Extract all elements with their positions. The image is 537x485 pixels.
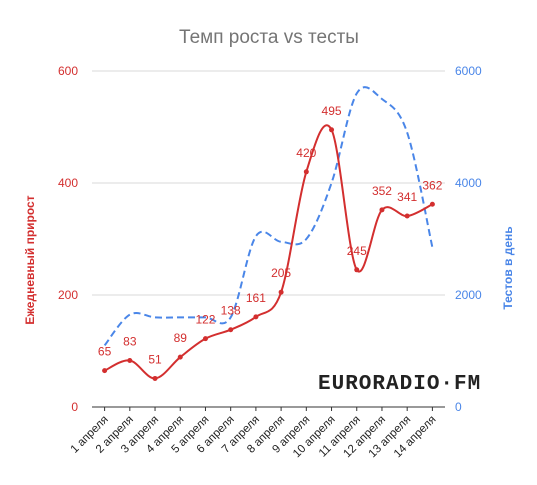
y-right-tick-label: 6000 — [455, 64, 482, 78]
data-label: 245 — [347, 244, 367, 258]
data-label: 89 — [174, 331, 188, 345]
y-axis-left-label: Ежедневный прирост — [23, 195, 37, 324]
y-right-tick-label: 0 — [455, 400, 462, 414]
growth-point — [329, 127, 335, 133]
data-labels: 65 83 51 89 122 138 161 205 420 495 245 352 341 362 — [98, 104, 443, 367]
data-label: 51 — [148, 352, 162, 366]
data-label: 122 — [195, 313, 215, 327]
data-label: 138 — [221, 304, 241, 318]
data-label: 83 — [123, 335, 137, 349]
growth-point — [404, 213, 410, 219]
data-label: 341 — [397, 190, 417, 204]
data-label: 352 — [372, 184, 392, 198]
data-label: 161 — [246, 291, 266, 305]
y-left-tick-label: 0 — [71, 400, 78, 414]
growth-point — [152, 375, 158, 381]
data-label: 420 — [296, 146, 316, 160]
tests-line — [103, 86, 434, 347]
growth-point — [127, 358, 133, 364]
y-left-tick-label: 200 — [58, 288, 78, 302]
growth-point — [354, 267, 360, 273]
euroradio-logo: EURORADIO·FM — [318, 373, 481, 396]
growth-point — [278, 289, 284, 295]
watermark-text: EURORADIO·FM — [318, 373, 481, 396]
y-axis-left-ticks: 0 200 400 600 — [58, 64, 78, 414]
data-label: 362 — [422, 178, 442, 192]
data-label: 495 — [322, 104, 342, 118]
growth-point — [177, 354, 183, 360]
growth-point — [429, 201, 435, 207]
growth-point — [228, 327, 234, 333]
gridlines — [92, 70, 445, 296]
growth-point — [102, 368, 108, 374]
chart-title: Темп роста vs тесты — [179, 27, 359, 48]
y-left-tick-label: 600 — [58, 64, 78, 78]
series-tests — [103, 86, 434, 347]
growth-point — [379, 207, 385, 213]
y-axis-right-ticks: 0 2000 4000 6000 — [455, 64, 482, 414]
series-growth — [102, 124, 435, 381]
growth-point — [253, 314, 259, 320]
y-axis-right-label: Тестов в день — [501, 226, 515, 309]
data-label: 65 — [98, 345, 112, 359]
y-right-tick-label: 4000 — [455, 176, 482, 190]
growth-line — [104, 124, 433, 380]
y-right-tick-label: 2000 — [455, 288, 482, 302]
y-left-tick-label: 400 — [58, 176, 78, 190]
growth-point — [303, 169, 309, 175]
growth-point — [202, 336, 208, 342]
data-label: 205 — [271, 266, 291, 280]
